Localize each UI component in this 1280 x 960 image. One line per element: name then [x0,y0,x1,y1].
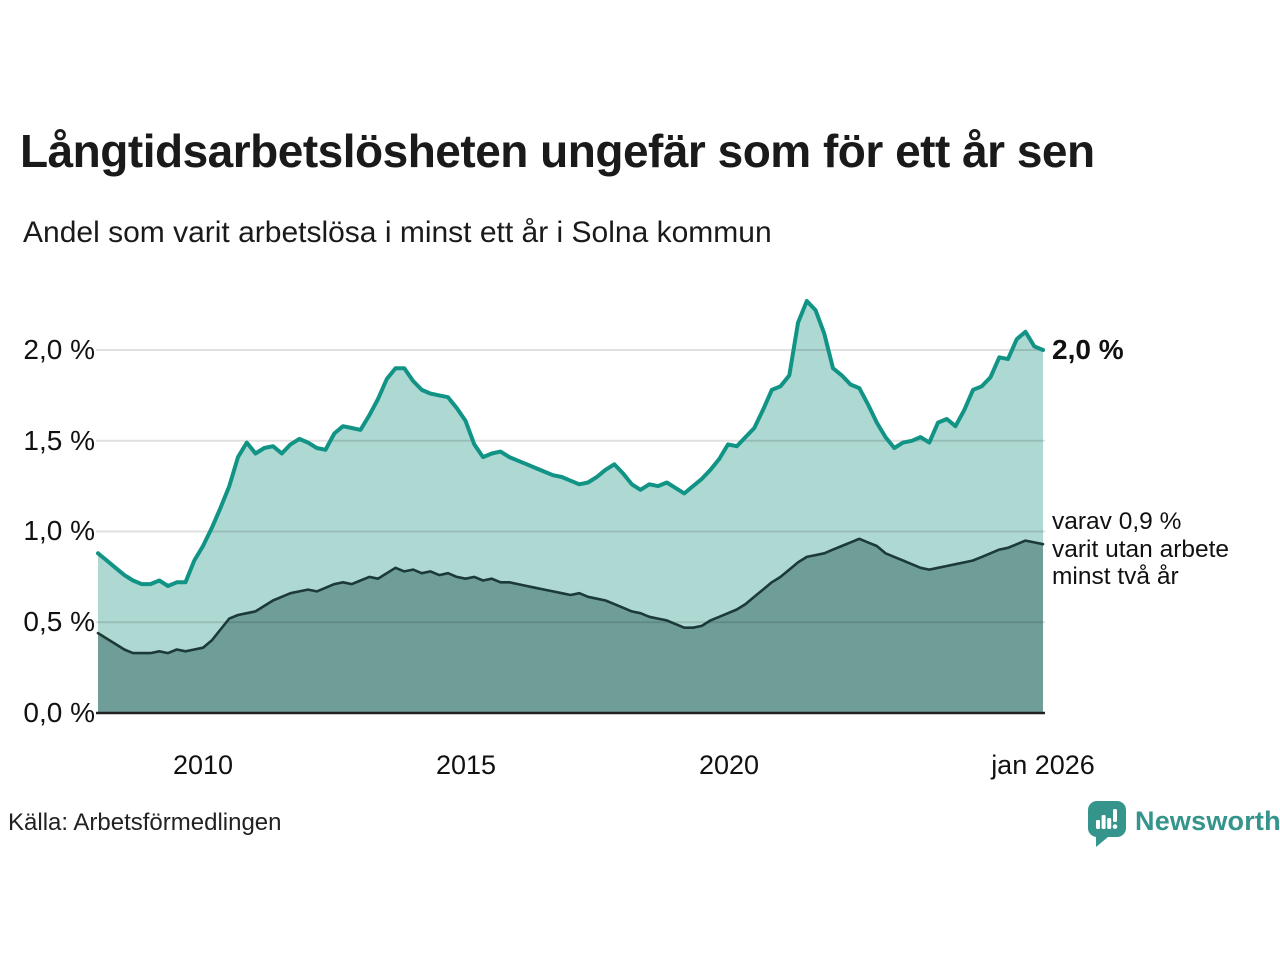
y-axis-label: 1,0 % [23,515,95,546]
x-axis-label: 2020 [698,750,760,780]
series-area-minst-tva-ar [98,538,1043,713]
series-line-minst-tva-ar [96,537,1045,655]
newsworthy-logo: Newsworthy [1088,801,1280,851]
logo-bubble-shape [1088,801,1126,847]
source-credit: Källa: Arbetsförmedlingen [8,809,282,836]
logo-exclamation-dot [1112,824,1118,829]
logo-exclamation-icon [1113,809,1117,822]
x-axis-label: 2010 [172,750,234,780]
brand-name: Newsworthy [1135,806,1280,836]
y-axis-label: 2,0 % [23,334,95,365]
logo-bar-icon [1107,818,1112,829]
y-axis-label: 1,5 % [23,425,95,456]
x-axis-label: 2015 [435,750,497,780]
logo-bar-icon [1096,820,1100,829]
page-title: Långtidsarbetslösheten ungefär som för e… [20,125,1095,177]
annotation-latest-secondary: varav 0,9 % varit utan arbete minst två … [1052,508,1230,590]
page-subtitle: Andel som varit arbetslösa i minst ett å… [23,216,772,249]
y-axis-label: 0,0 % [23,697,95,728]
annotation-latest-total: 2,0 % [1052,334,1124,365]
y-axis-label: 0,5 % [23,606,95,637]
newsworthy-logo-icon [1088,801,1126,847]
series-line-minst-ett-ar [96,299,1045,588]
x-axis-label: jan 2026 [991,750,1095,780]
logo-bar-icon [1101,815,1106,829]
